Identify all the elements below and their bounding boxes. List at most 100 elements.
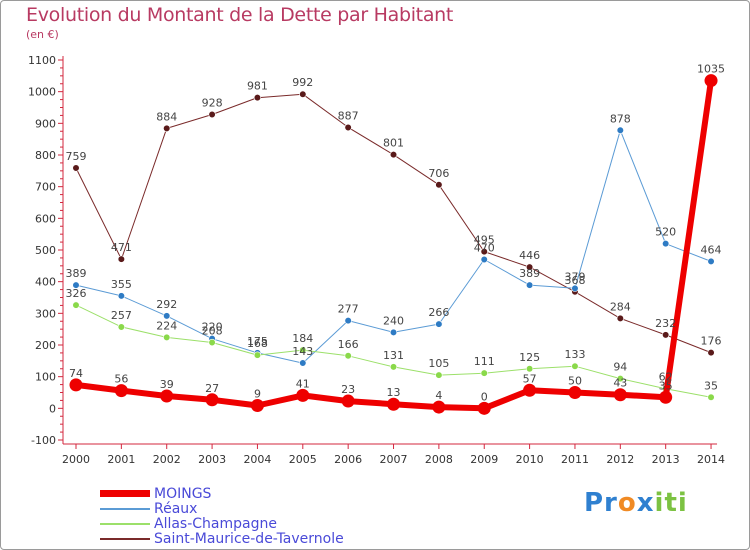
chart-title: Evolution du Montant de la Dette par Hab… [26,4,454,26]
x-tick-label: 2013 [652,453,680,466]
data-label: 1035 [697,63,725,76]
data-label: 464 [701,243,722,256]
legend-item: Allas-Champagne [100,516,277,532]
data-label: 470 [474,242,495,255]
y-tick-label: 600 [35,212,56,225]
y-tick-label: 200 [35,339,56,352]
data-point [250,398,264,412]
data-label: 41 [296,377,310,390]
data-label: 878 [610,112,631,125]
data-label: 887 [338,109,359,122]
data-label: 326 [66,287,87,300]
data-point [480,247,488,256]
data-label: 257 [111,309,132,322]
x-tick-label: 2007 [380,453,408,466]
data-point [341,394,355,408]
data-label: 928 [202,96,223,109]
x-tick-label: 2000 [62,453,90,466]
y-tick-label: -100 [31,434,56,447]
data-point [72,164,80,172]
data-label: 27 [205,382,219,395]
data-label: 56 [114,373,128,386]
y-tick-label: 700 [35,181,56,194]
data-point [525,365,534,373]
data-label: 292 [156,298,177,311]
data-point [72,301,80,309]
y-tick-label: 100 [35,371,56,384]
data-label: 74 [69,367,83,380]
y-tick-label: 0 [49,402,56,415]
data-point [208,338,216,347]
data-point [435,371,443,379]
data-label: 208 [202,324,223,337]
data-label: 389 [66,267,87,280]
chart-unit: (en €) [26,28,59,41]
legend-item: MOINGS [100,486,211,502]
x-tick-label: 2003 [198,453,226,466]
data-point [616,374,624,383]
data-point [477,401,491,415]
data-label: 9 [254,387,261,400]
legend-swatch [100,490,150,497]
x-tick-label: 2002 [153,453,181,466]
x-tick-label: 2010 [516,453,544,466]
legend-swatch [100,522,150,525]
x-tick-label: 2001 [107,453,135,466]
data-point [163,333,171,342]
data-point [432,400,446,414]
logo-part: x [636,488,655,518]
data-label: 175 [247,335,268,348]
data-point [253,94,262,102]
data-label: 759 [66,150,87,163]
data-point [707,393,715,401]
data-label: 143 [292,345,313,358]
data-point [662,331,670,339]
data-label: 105 [428,357,449,370]
data-point [525,263,534,271]
data-point [299,346,307,354]
data-point [435,181,443,189]
logo-part: o [617,488,637,518]
data-point [205,393,219,407]
y-tick-label: 400 [35,276,56,289]
data-point [704,74,718,88]
data-point [387,397,401,411]
data-point [389,328,398,336]
y-tick-label: 900 [35,117,56,130]
data-point [523,383,537,397]
data-label: 992 [292,76,313,89]
data-point [525,281,534,289]
data-point [707,257,715,266]
data-label: 35 [704,379,718,392]
data-label: 131 [383,349,404,362]
data-label: 706 [428,167,449,180]
data-label: 125 [519,351,540,364]
data-point [208,110,216,119]
data-point [571,284,579,292]
data-point [163,124,171,132]
data-label: 50 [568,375,582,388]
x-tick-label: 2009 [470,453,498,466]
data-label: 166 [338,338,359,351]
data-point [480,369,488,377]
data-point [344,352,352,360]
data-label: 389 [519,267,540,280]
data-point [299,359,307,367]
data-label: 23 [341,383,355,396]
data-label: 35 [659,379,673,392]
data-label: 0 [481,390,488,403]
data-label: 471 [111,241,132,254]
data-point [344,317,352,325]
data-label: 13 [387,386,401,399]
y-tick-label: 800 [35,149,56,162]
data-label: 368 [564,274,585,287]
data-label: 232 [655,317,676,330]
y-tick-label: 500 [35,244,56,257]
data-label: 446 [519,249,540,262]
data-point [344,123,352,132]
x-tick-label: 2014 [697,453,725,466]
data-label: 39 [160,378,174,391]
data-point [613,388,627,402]
